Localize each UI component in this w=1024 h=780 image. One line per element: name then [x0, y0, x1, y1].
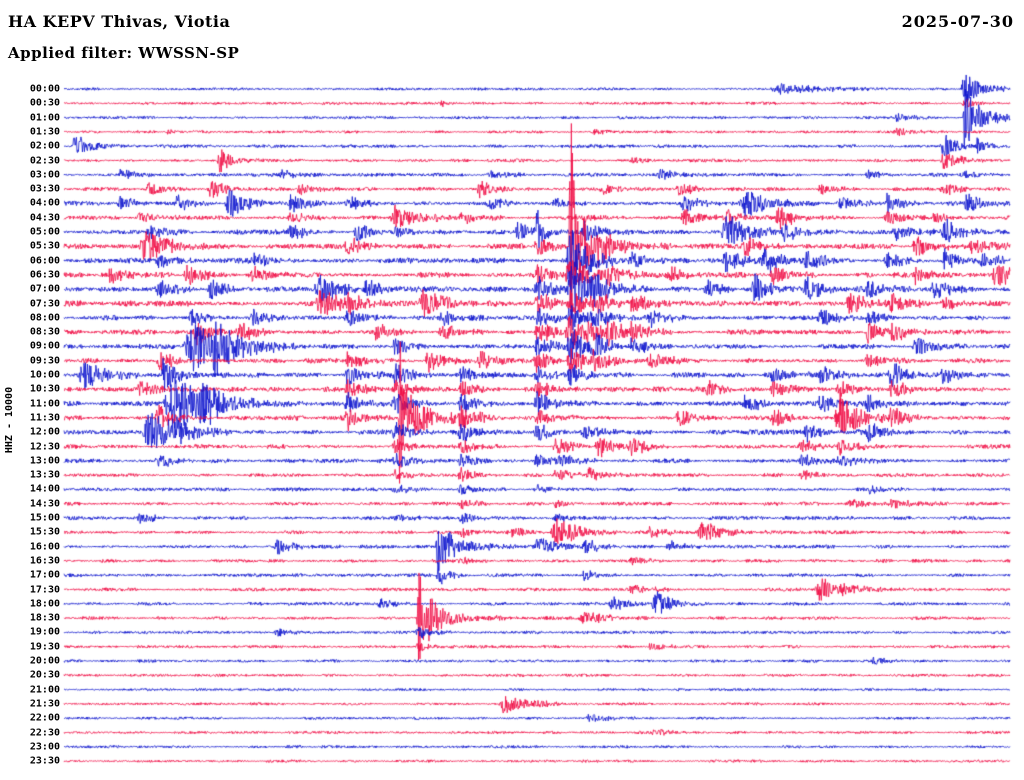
time-label: 05:30 [29, 240, 60, 252]
time-label: 17:00 [29, 569, 60, 581]
time-label: 19:30 [29, 641, 60, 653]
time-label: 02:30 [29, 155, 60, 166]
time-label: 10:00 [29, 369, 60, 381]
time-label: 13:00 [29, 455, 60, 467]
time-label: 08:30 [29, 326, 60, 338]
time-label: 06:00 [29, 255, 60, 267]
time-label: 09:30 [29, 355, 60, 367]
time-label: 12:30 [29, 441, 60, 452]
filter-label: Applied filter: WWSSN-SP [8, 44, 240, 62]
time-label: 23:30 [29, 755, 60, 767]
time-label: 16:30 [29, 555, 60, 567]
time-label: 00:30 [29, 97, 60, 109]
time-label: 03:30 [29, 183, 60, 195]
time-label: 21:30 [29, 698, 60, 710]
time-label: 04:00 [29, 197, 60, 209]
time-label: 03:00 [29, 169, 60, 181]
time-label: 11:30 [29, 412, 60, 424]
time-label: 18:00 [29, 598, 60, 610]
time-label: 04:30 [29, 212, 60, 224]
time-label: 17:30 [29, 584, 60, 595]
time-label: 23:00 [29, 741, 60, 753]
time-label: 05:00 [29, 226, 60, 238]
time-label: 15:00 [29, 512, 60, 524]
time-label: 15:30 [29, 526, 60, 538]
time-label: 18:30 [29, 612, 60, 624]
station-title: HA KEPV Thivas, Viotia [8, 12, 231, 31]
time-label: 00:00 [29, 83, 60, 95]
time-label: 14:30 [29, 498, 60, 510]
time-label: 22:00 [29, 712, 60, 724]
time-label: 11:00 [29, 398, 60, 410]
time-label: 20:00 [29, 655, 60, 667]
time-label: 10:30 [29, 383, 60, 395]
time-label: 02:00 [29, 140, 60, 152]
time-label: 21:00 [29, 684, 60, 696]
time-label: 19:00 [29, 626, 60, 638]
time-label: 07:30 [29, 298, 60, 309]
time-label: 20:30 [29, 669, 60, 681]
time-label: 09:00 [29, 340, 60, 352]
date-label: 2025-07-30 [901, 12, 1014, 31]
time-label: 14:00 [29, 483, 60, 495]
time-label: 01:00 [29, 112, 60, 124]
time-label: 12:00 [29, 426, 60, 438]
time-label: 13:30 [29, 469, 60, 481]
time-label: 01:30 [29, 126, 60, 138]
time-label: 07:00 [29, 283, 60, 295]
time-axis: 00:00 00:30 01:00 01:30 02:00 02:30 03:00 03:30… [0, 0, 62, 780]
time-label: 16:00 [29, 541, 60, 553]
time-label: 06:30 [29, 269, 60, 281]
time-label: 08:00 [29, 312, 60, 324]
time-label: 22:30 [29, 727, 60, 738]
